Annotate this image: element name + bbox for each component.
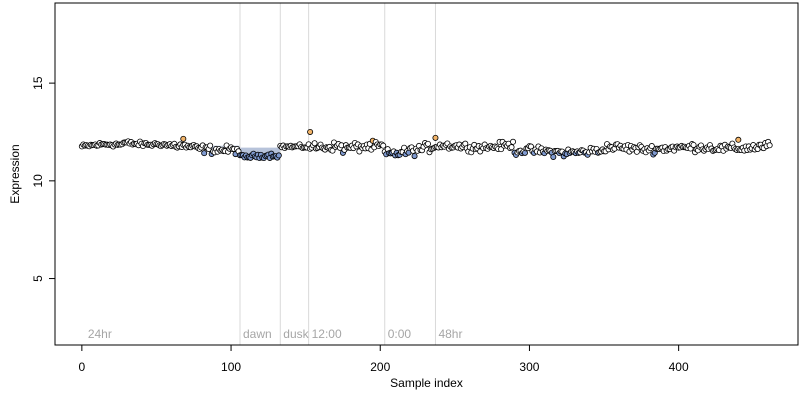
phase-label: dusk	[283, 327, 309, 341]
data-point	[180, 135, 187, 142]
data-point	[766, 142, 773, 149]
phase-labels: 24hr dawn dusk 12:00 0:00 48hr	[88, 327, 463, 341]
data-point	[735, 136, 742, 143]
y-axis: 5 10 15	[31, 76, 55, 282]
data-point	[648, 143, 655, 150]
y-tick-label: 10	[31, 174, 45, 188]
data-point	[550, 153, 557, 160]
y-tick-label: 15	[31, 76, 45, 90]
data-point	[311, 140, 318, 147]
x-tick-label: 100	[221, 360, 241, 374]
x-tick-label: 300	[519, 360, 539, 374]
data-point	[207, 142, 214, 149]
x-axis: 0 100 200 300 400	[79, 345, 689, 374]
phase-marker-lines	[239, 3, 436, 345]
x-axis-title: Sample index	[390, 376, 463, 390]
phase-label: 0:00	[388, 327, 412, 341]
x-tick-label: 0	[79, 360, 86, 374]
data-point	[690, 141, 697, 148]
data-point	[380, 142, 387, 149]
data-points	[78, 128, 773, 162]
phase-label: dawn	[243, 327, 272, 341]
phase-label: 12:00	[312, 327, 342, 341]
highlight-band	[240, 147, 281, 156]
data-point	[411, 153, 418, 160]
phase-label: 24hr	[88, 327, 112, 341]
data-point	[432, 134, 439, 141]
y-tick-label: 5	[31, 275, 45, 282]
x-tick-label: 400	[669, 360, 689, 374]
data-point	[307, 128, 314, 135]
data-point	[508, 144, 515, 151]
plot-frame	[54, 2, 799, 346]
data-point	[510, 138, 517, 145]
y-axis-title: Expression	[8, 144, 22, 203]
data-point	[275, 152, 282, 159]
data-point	[424, 140, 431, 147]
data-point	[201, 150, 208, 157]
phase-label: 48hr	[438, 327, 462, 341]
x-tick-label: 200	[370, 360, 390, 374]
